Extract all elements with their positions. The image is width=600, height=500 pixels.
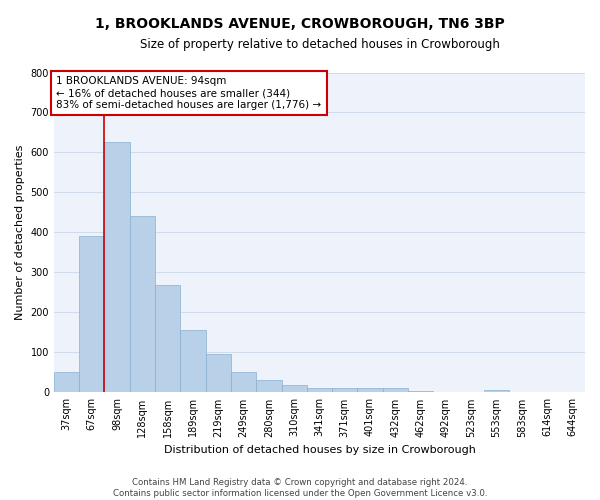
Bar	[332, 388, 358, 392]
Bar	[79, 236, 104, 392]
Title: Size of property relative to detached houses in Crowborough: Size of property relative to detached ho…	[140, 38, 499, 51]
Bar	[358, 388, 383, 392]
Text: Contains HM Land Registry data © Crown copyright and database right 2024.
Contai: Contains HM Land Registry data © Crown c…	[113, 478, 487, 498]
Bar	[155, 286, 181, 393]
Bar	[307, 388, 332, 392]
Text: 1, BROOKLANDS AVENUE, CROWBOROUGH, TN6 3BP: 1, BROOKLANDS AVENUE, CROWBOROUGH, TN6 3…	[95, 18, 505, 32]
Y-axis label: Number of detached properties: Number of detached properties	[15, 145, 25, 320]
Bar	[104, 142, 130, 392]
Bar	[130, 216, 155, 392]
Bar	[281, 385, 307, 392]
Bar	[256, 380, 281, 392]
Bar	[383, 388, 408, 392]
X-axis label: Distribution of detached houses by size in Crowborough: Distribution of detached houses by size …	[164, 445, 475, 455]
Bar	[206, 354, 231, 393]
Bar	[231, 372, 256, 392]
Text: 1 BROOKLANDS AVENUE: 94sqm
← 16% of detached houses are smaller (344)
83% of sem: 1 BROOKLANDS AVENUE: 94sqm ← 16% of deta…	[56, 76, 322, 110]
Bar	[408, 391, 433, 392]
Bar	[181, 330, 206, 392]
Bar	[54, 372, 79, 392]
Bar	[484, 390, 509, 392]
